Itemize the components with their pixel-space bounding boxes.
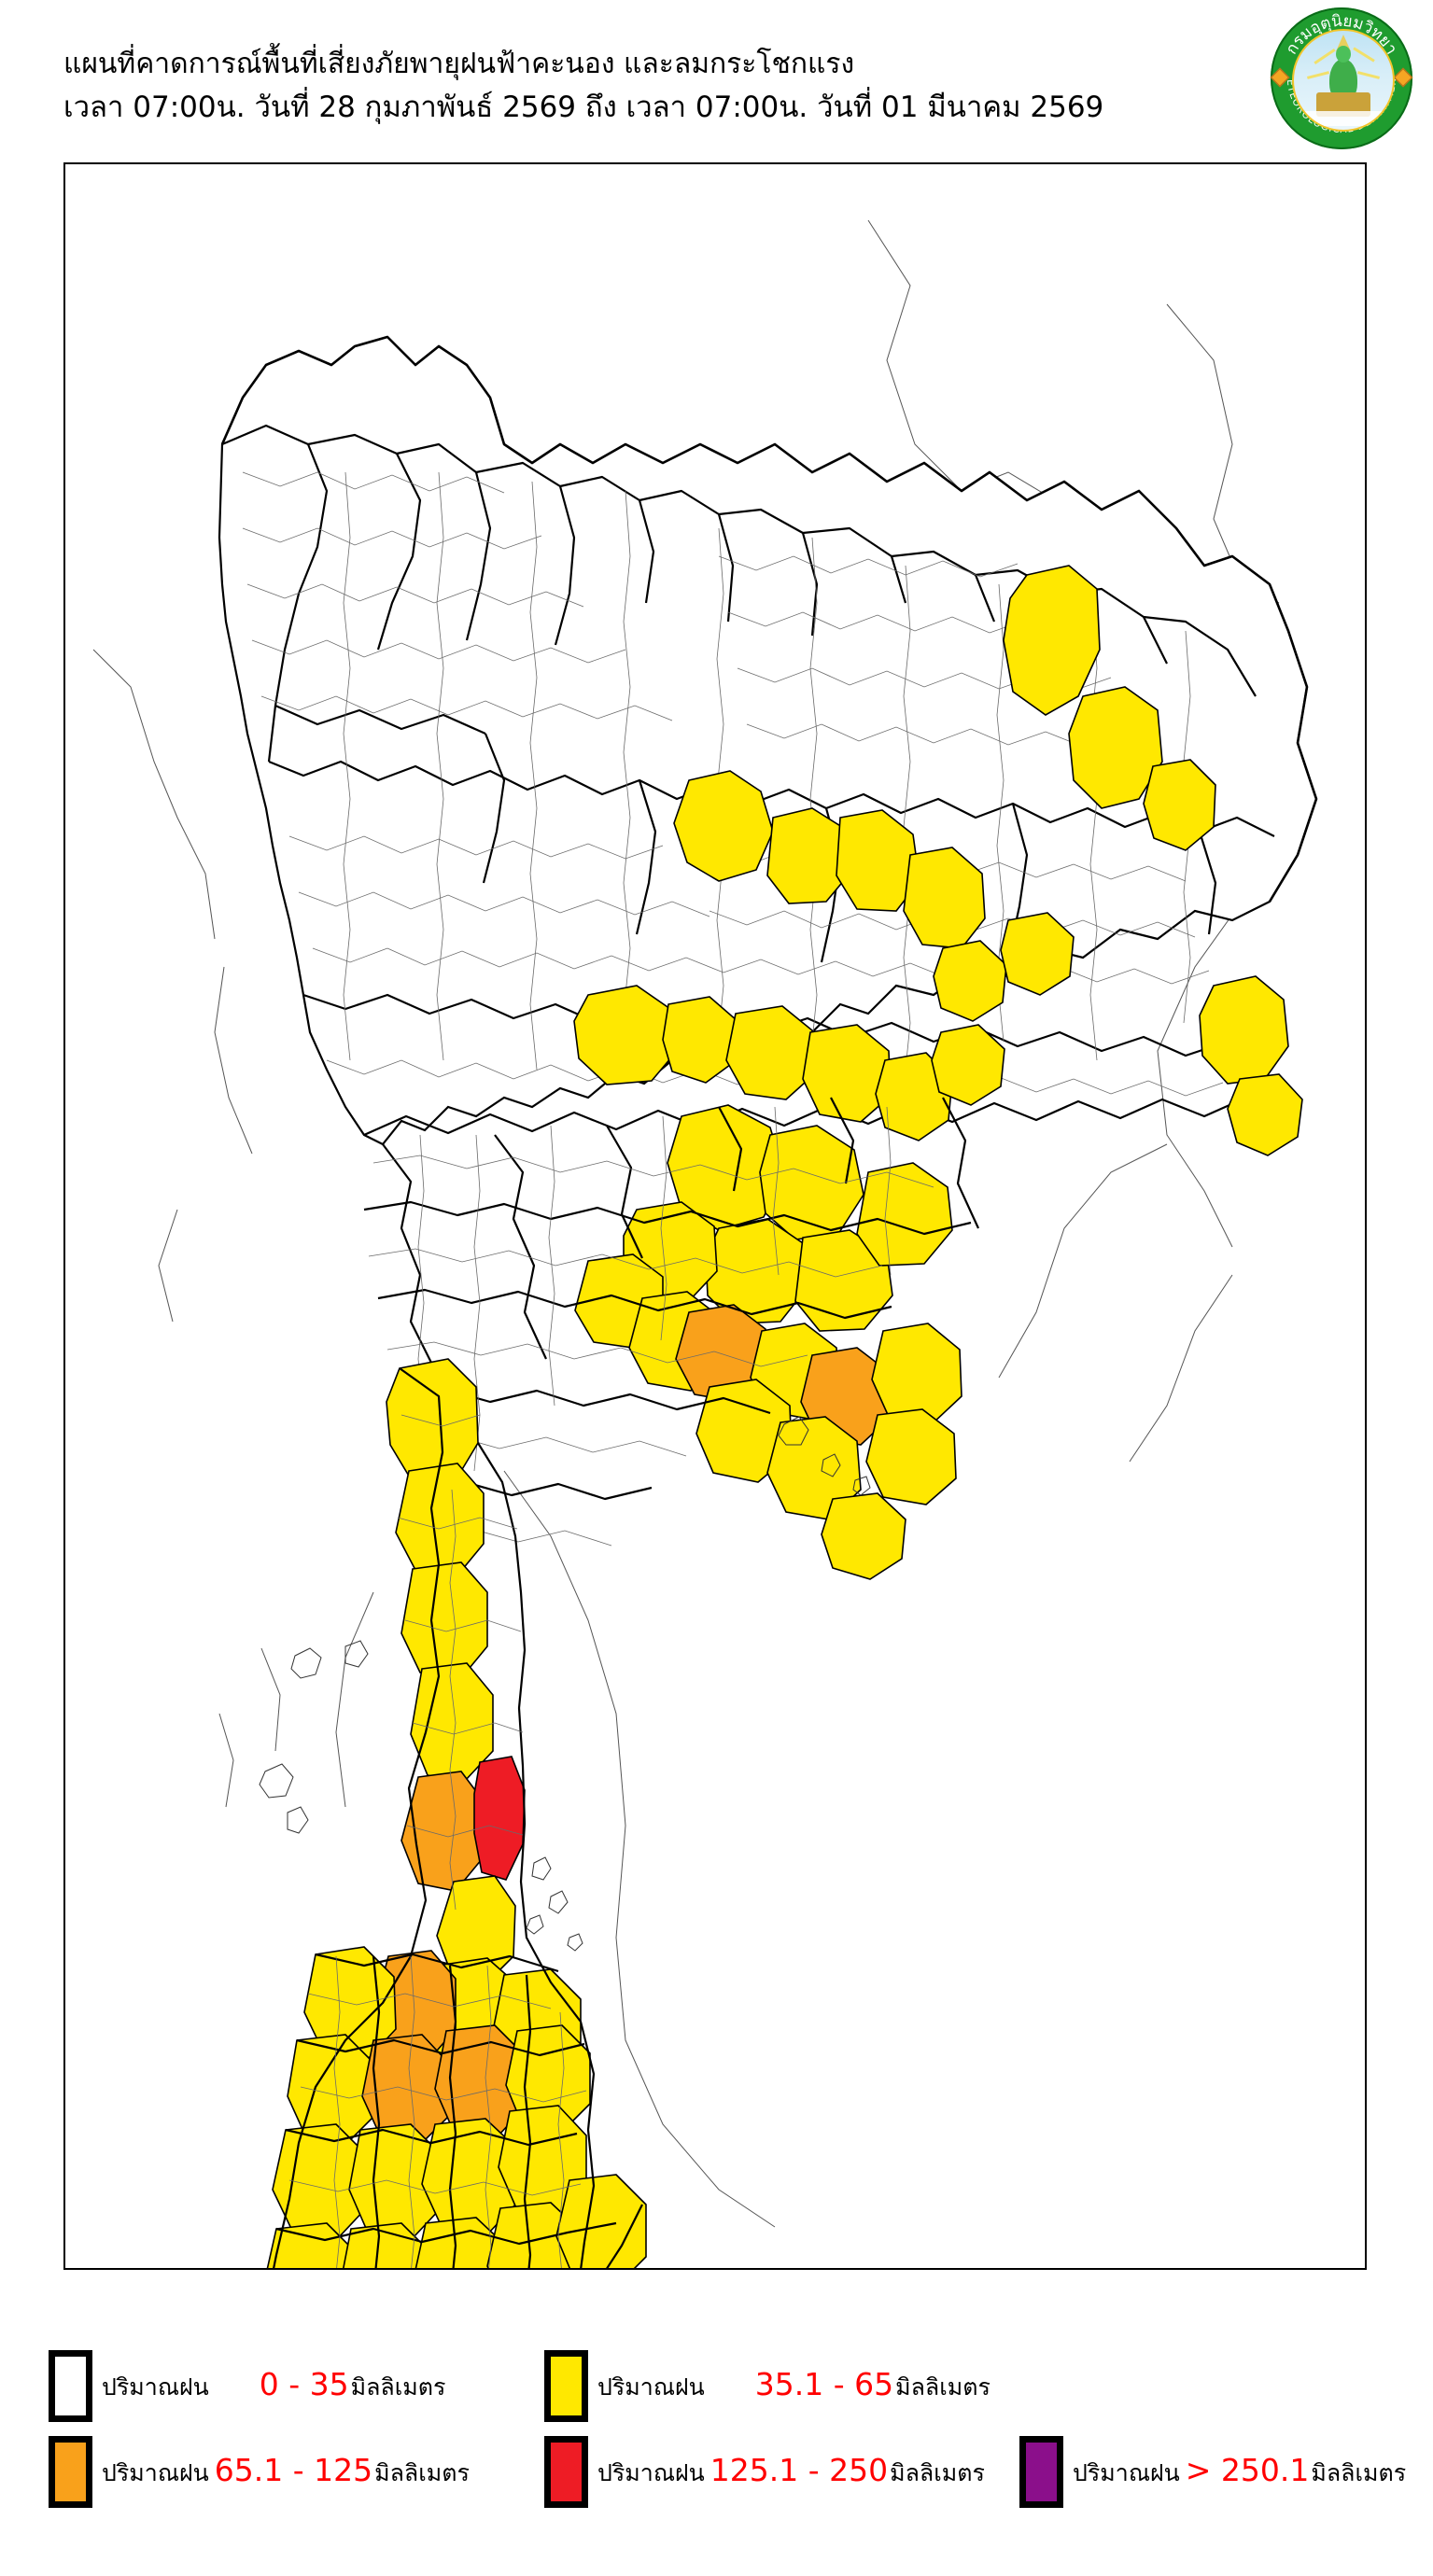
legend-label: ปริมาณฝน <box>597 2373 705 2401</box>
islands <box>259 1416 871 1952</box>
risk-area-yellow[interactable] <box>1143 759 1216 851</box>
risk-areas-south[interactable] <box>252 1946 647 2268</box>
logo-emblem <box>1292 29 1395 132</box>
legend-swatch-white <box>49 2349 92 2422</box>
legend-row-1: ปริมาณฝน 0 - 35 มิลลิเมตร ปริมาณฝน 35.1 … <box>0 2343 1433 2429</box>
legend-label: ปริมาณฝน <box>102 2373 209 2401</box>
legend-row-2: ปริมาณฝน 65.1 - 125 มิลลิเมตร ปริมาณฝน 1… <box>0 2429 1433 2514</box>
legend-range: 65.1 - 125 <box>214 2451 373 2488</box>
risk-areas-yellow-northeast[interactable] <box>573 565 1303 1156</box>
legend-swatch-yellow <box>544 2349 588 2422</box>
risk-area-yellow[interactable] <box>871 1323 962 1425</box>
lightning-icon <box>1356 71 1381 79</box>
risk-area-yellow[interactable] <box>400 1561 488 1679</box>
legend-unit: มิลลิเมตร <box>374 2458 470 2486</box>
district-borders-south <box>288 1414 587 2268</box>
risk-area-yellow[interactable] <box>931 1024 1005 1106</box>
legend-unit: มิลลิเมตร <box>895 2373 990 2401</box>
risk-area-yellow[interactable] <box>287 2034 376 2144</box>
lightning-icon <box>1306 71 1330 79</box>
legend-unit: มิลลิเมตร <box>350 2373 446 2401</box>
legend-range: 125.1 - 250 <box>709 2451 889 2488</box>
risk-area-yellow[interactable] <box>725 1005 815 1100</box>
risk-areas-central-east[interactable] <box>574 1104 962 1580</box>
map-frame[interactable] <box>63 162 1367 2270</box>
risk-area-yellow[interactable] <box>794 1229 893 1332</box>
lightning-icon <box>1314 48 1336 65</box>
legend-label: ปริมาณฝน <box>1073 2458 1180 2486</box>
thailand-risk-map[interactable] <box>65 164 1365 2268</box>
legend-item-rain-125-250[interactable]: ปริมาณฝน 125.1 - 250 มิลลิเมตร <box>544 2429 985 2514</box>
legend-item-rain-35-65[interactable]: ปริมาณฝน 35.1 - 65 มิลลิเมตร <box>544 2343 990 2429</box>
legend-swatch-purple <box>1019 2435 1063 2508</box>
risk-area-yellow[interactable] <box>903 847 986 949</box>
legend-text: ปริมาณฝน 125.1 - 250 มิลลิเมตร <box>597 2451 985 2488</box>
risk-area-yellow[interactable] <box>272 2123 367 2239</box>
lightning-icon <box>1353 47 1375 63</box>
legend-text: ปริมาณฝน 0 - 35 มิลลิเมตร <box>102 2365 446 2402</box>
risk-area-yellow[interactable] <box>386 1358 479 1483</box>
risk-area-yellow[interactable] <box>413 2217 509 2268</box>
risk-area-yellow[interactable] <box>1000 912 1075 996</box>
legend-unit: มิลลิเมตร <box>1311 2458 1407 2486</box>
risk-area-yellow[interactable] <box>1199 975 1289 1085</box>
legend-swatch-red <box>544 2435 588 2508</box>
risk-area-yellow[interactable] <box>395 1463 485 1576</box>
risk-area-yellow[interactable] <box>1068 686 1163 809</box>
legend-item-rain-over-250[interactable]: ปริมาณฝน > 250.1 มิลลิเมตร <box>1019 2429 1406 2514</box>
risk-area-yellow[interactable] <box>802 1024 892 1123</box>
risk-areas-upper-peninsula[interactable] <box>386 1358 526 1983</box>
title-block: แผนที่คาดการณ์พื้นที่เสี่ยงภัยพายุฝนฟ้าค… <box>63 43 1268 129</box>
forecast-period: เวลา 07:00น. วันที่ 28 กุมภาพันธ์ 2569 ถ… <box>63 91 1104 124</box>
province-borders-south <box>273 1367 643 2268</box>
risk-area-yellow[interactable] <box>263 2222 358 2268</box>
risk-area-yellow[interactable] <box>865 1408 957 1505</box>
risk-area-yellow[interactable] <box>856 1162 953 1267</box>
risk-area-yellow[interactable] <box>573 985 678 1085</box>
legend-range: 35.1 - 65 <box>754 2365 894 2402</box>
risk-area-yellow[interactable] <box>875 1052 953 1141</box>
legend-text: ปริมาณฝน 65.1 - 125 มิลลิเมตร <box>102 2451 470 2488</box>
risk-area-yellow[interactable] <box>1003 565 1101 716</box>
risk-area-yellow[interactable] <box>821 1492 906 1580</box>
legend-unit: มิลลิเมตร <box>890 2458 985 2486</box>
legend-label: ปริมาณฝน <box>597 2458 705 2486</box>
risk-area-yellow[interactable] <box>662 996 738 1084</box>
national-boundary <box>220 335 1318 903</box>
page-header: แผนที่คาดการณ์พื้นที่เสี่ยงภัยพายุฝนฟ้าค… <box>0 0 1433 161</box>
risk-area-orange[interactable] <box>400 1771 485 1892</box>
map-legend: ปริมาณฝน 0 - 35 มิลลิเมตร ปริมาณฝน 35.1 … <box>0 2324 1433 2548</box>
tmd-logo: กรมอุตุนิยมวิทยา METEOROLOGICAL DEPARTME… <box>1271 7 1412 149</box>
legend-text: ปริมาณฝน > 250.1 มิลลิเมตร <box>1073 2451 1407 2488</box>
risk-area-yellow[interactable] <box>759 1125 864 1240</box>
risk-area-yellow[interactable] <box>667 1104 785 1231</box>
legend-text: ปริมาณฝน 35.1 - 65 มิลลิเมตร <box>597 2365 990 2402</box>
risk-area-yellow[interactable] <box>766 807 850 904</box>
risk-area-red[interactable] <box>473 1756 526 1881</box>
legend-label: ปริมาณฝน <box>102 2458 209 2486</box>
risk-area-yellow[interactable] <box>673 770 774 882</box>
legend-item-rain-65-125[interactable]: ปริมาณฝน 65.1 - 125 มิลลิเมตร <box>49 2429 470 2514</box>
risk-area-yellow[interactable] <box>933 940 1007 1022</box>
legend-swatch-orange <box>49 2435 92 2508</box>
risk-area-yellow[interactable] <box>1227 1073 1303 1156</box>
legend-range: > 250.1 <box>1185 2451 1310 2488</box>
legend-range: 0 - 35 <box>259 2365 349 2402</box>
risk-area-yellow[interactable] <box>555 2174 647 2268</box>
legend-item-rain-0-35[interactable]: ปริมาณฝน 0 - 35 มิลลิเมตร <box>49 2343 445 2429</box>
page-title: แผนที่คาดการณ์พื้นที่เสี่ยงภัยพายุฝนฟ้าค… <box>63 48 855 80</box>
deity-head <box>1336 46 1351 63</box>
cloud-icon <box>1300 111 1387 126</box>
risk-area-yellow[interactable] <box>340 2222 432 2268</box>
